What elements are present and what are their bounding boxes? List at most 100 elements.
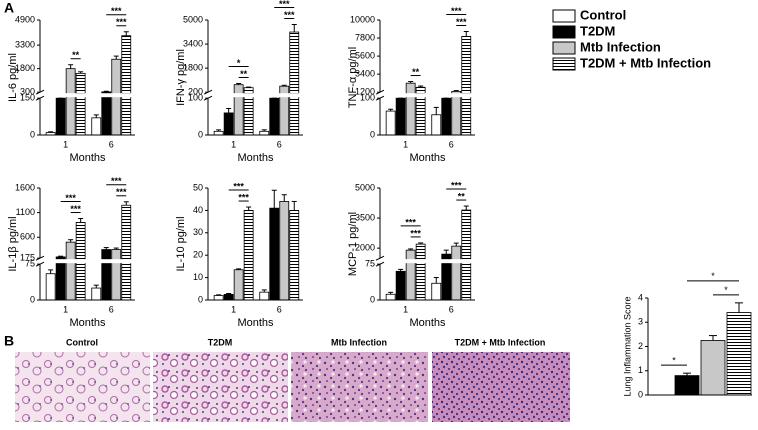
bar (259, 130, 270, 136)
micrograph-label: T2DM (208, 337, 233, 347)
significance-label: *** (456, 17, 467, 27)
x-tick-label: 1 (63, 139, 68, 149)
y-tick-label: 0 (198, 294, 203, 304)
y-tick-label: 10 (193, 272, 203, 282)
significance-label: *** (410, 228, 421, 238)
significance-label: ** (412, 67, 420, 77)
panel-label: A (4, 0, 14, 16)
y-tick-label: 1800 (183, 63, 203, 73)
panel-label: B (4, 333, 14, 349)
y-axis-label: MCP-1 pg/ml (347, 212, 359, 276)
y-tick-label: 1600 (15, 182, 35, 192)
significance-label: *** (451, 6, 462, 16)
y-tick-label: 5000 (355, 182, 375, 192)
x-tick-label: 6 (449, 139, 454, 149)
bar (289, 209, 300, 301)
significance-label: ** (72, 50, 80, 60)
bar (405, 249, 416, 301)
y-tick-label: 0 (370, 294, 375, 304)
significance-label: *** (111, 6, 122, 16)
bar (700, 340, 726, 396)
bar (233, 269, 244, 301)
bar (726, 312, 752, 396)
bar (461, 36, 472, 136)
legend-swatch (552, 25, 576, 39)
bar (111, 249, 122, 301)
y-tick-label: 200 (188, 87, 203, 97)
significance-label: * (672, 356, 676, 366)
bar (233, 84, 244, 136)
bar (243, 209, 254, 301)
bar (223, 293, 234, 301)
y-tick-label: 2 (638, 341, 643, 351)
y-tick-label: 1800 (15, 63, 35, 73)
axis-break (204, 93, 303, 98)
x-tick-label: 1 (63, 304, 68, 314)
y-axis-label: Lung Inflammation Score (622, 296, 632, 396)
y-tick-label: 3300 (15, 39, 35, 49)
bar (415, 243, 426, 301)
y-tick-label: 75 (25, 259, 35, 269)
bar (395, 97, 406, 136)
significance-label: ** (458, 191, 466, 201)
legend-label: T2DM (580, 23, 615, 38)
y-tick-label: 0 (30, 294, 35, 304)
x-axis-label: Months (69, 317, 106, 329)
y-tick-label: 2000 (355, 243, 375, 253)
bar (289, 31, 300, 136)
significance-label: *** (65, 193, 76, 203)
significance-label: *** (451, 180, 462, 190)
significance-label: *** (116, 17, 127, 27)
legend-label: Control (580, 7, 626, 22)
bar (269, 207, 280, 301)
y-tick-label: 150 (20, 93, 35, 103)
y-tick-label: 40 (193, 205, 203, 215)
bar (395, 270, 406, 301)
x-axis-label: Months (237, 317, 274, 329)
bar (91, 287, 102, 301)
significance-label: *** (279, 0, 290, 9)
y-tick-label: 30 (193, 227, 203, 237)
bar (91, 117, 102, 136)
x-axis-label: Months (409, 152, 446, 164)
bar (223, 112, 234, 136)
bar (65, 241, 76, 301)
bar (431, 282, 442, 301)
bar (121, 204, 132, 301)
bar (451, 245, 462, 301)
y-axis-label: IFN-γ pg/ml (175, 49, 187, 106)
y-tick-label: 5000 (183, 14, 203, 24)
significance-label: *** (405, 217, 416, 227)
axis-break (36, 93, 135, 98)
bar (385, 293, 396, 301)
y-axis-label: IL-10 pg/ml (175, 216, 187, 271)
legend-label: T2DM + Mtb Infection (580, 55, 711, 70)
y-tick-label: 20 (193, 250, 203, 260)
micrograph (15, 352, 150, 422)
bar (259, 291, 270, 301)
y-tick-label: 100 (360, 93, 375, 103)
x-tick-label: 6 (109, 139, 114, 149)
significance-label: *** (116, 187, 127, 197)
y-tick-label: 3500 (355, 212, 375, 222)
bar (213, 130, 224, 136)
y-tick-label: 4900 (15, 14, 35, 24)
bar (451, 90, 462, 136)
significance-label: * (237, 58, 241, 68)
x-axis-label: Months (237, 152, 274, 164)
y-tick-label: 75 (365, 259, 375, 269)
x-tick-label: 1 (231, 304, 236, 314)
bar (269, 97, 280, 136)
y-tick-label: 100 (188, 93, 203, 103)
y-tick-label: 175 (20, 253, 35, 263)
significance-label: *** (238, 192, 249, 202)
significance-label: * (711, 271, 715, 281)
bar (65, 68, 76, 136)
x-tick-label: 1 (403, 139, 408, 149)
y-tick-label: 0 (198, 129, 203, 139)
x-axis-label: Months (69, 152, 106, 164)
axis-break (36, 259, 135, 264)
y-tick-label: 0 (370, 129, 375, 139)
significance-label: * (724, 285, 728, 295)
